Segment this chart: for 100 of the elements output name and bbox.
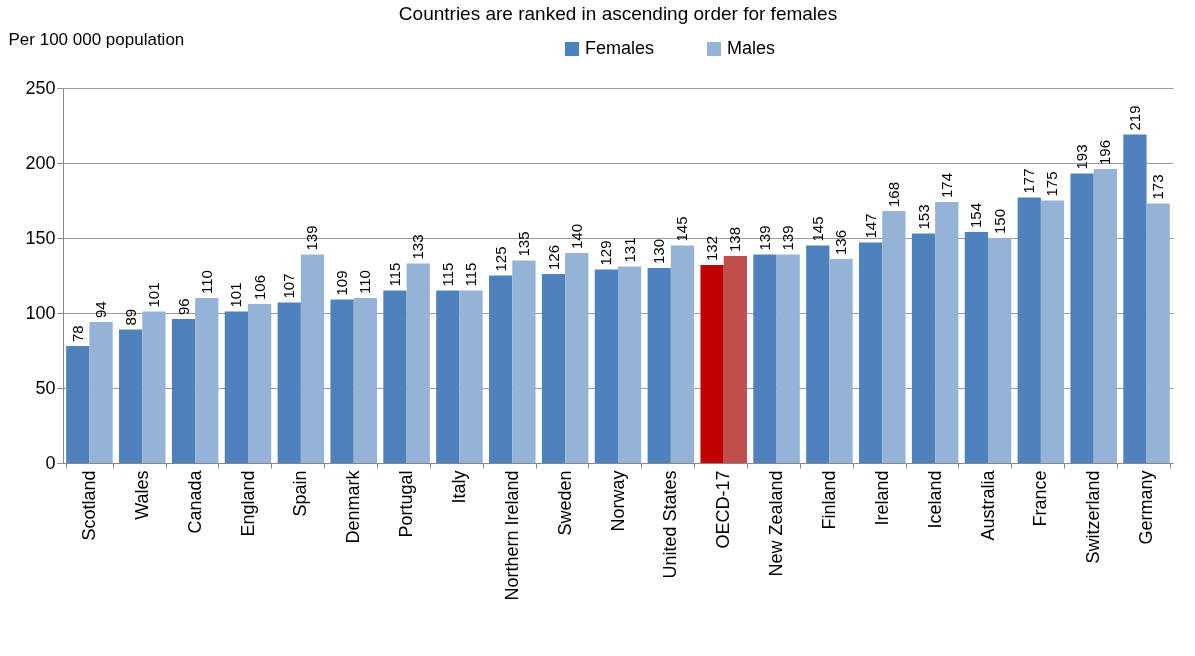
data-label: 135 — [514, 231, 532, 257]
x-tick-label: Spain — [290, 470, 311, 517]
data-label: 136 — [832, 229, 850, 255]
bar — [300, 254, 325, 463]
bar — [859, 242, 883, 463]
x-tick-label: OECD-17 — [713, 470, 734, 549]
y-tick-label: 100 — [25, 302, 56, 323]
bar — [1093, 169, 1117, 463]
y-tick-label: 50 — [35, 377, 56, 398]
x-tick-label: Wales — [131, 470, 152, 520]
data-label: 138 — [726, 226, 744, 252]
x-tick-label: Switzerland — [1083, 470, 1104, 564]
data-label: 139 — [779, 225, 797, 251]
x-tick-label: Finland — [818, 470, 839, 530]
data-label: 94 — [92, 301, 110, 318]
bar — [988, 238, 1012, 463]
bar — [647, 268, 671, 463]
x-tick-label: Northern Ireland — [501, 470, 522, 601]
bar — [436, 290, 460, 463]
bar — [1146, 203, 1170, 463]
data-label: 89 — [121, 308, 139, 326]
bar — [171, 319, 196, 463]
data-label: 196 — [1096, 139, 1114, 165]
data-label: 126 — [544, 244, 562, 270]
bar — [277, 302, 301, 463]
legend-label: Males — [727, 38, 776, 58]
legend-label: Females — [585, 38, 655, 58]
x-tick-label: Sweden — [554, 470, 575, 536]
x-tick-label: Norway — [607, 470, 628, 532]
data-label: 96 — [174, 298, 192, 315]
bar — [594, 269, 618, 463]
bar — [66, 346, 90, 463]
x-tick-label: Canada — [184, 469, 205, 534]
data-label: 130 — [650, 238, 668, 264]
data-label: 131 — [620, 237, 638, 263]
data-label: 110 — [197, 270, 215, 294]
x-tick-label: Australia — [977, 469, 998, 541]
x-tick-label: Iceland — [924, 470, 945, 529]
bar — [776, 254, 800, 463]
bar — [670, 245, 695, 463]
x-tick-label: Ireland — [871, 470, 892, 526]
bar — [723, 256, 747, 463]
data-label: 115 — [385, 262, 403, 287]
bar — [882, 211, 906, 463]
bar — [1070, 173, 1094, 463]
x-tick-label: Italy — [448, 470, 469, 504]
bar — [829, 259, 853, 463]
chart-title: Countries are ranked in ascending order for females — [398, 3, 838, 24]
bar — [911, 233, 936, 463]
data-label: 168 — [884, 181, 902, 207]
x-tick-label: England — [237, 470, 258, 537]
data-label: 154 — [967, 202, 985, 228]
data-label: 78 — [68, 325, 86, 342]
y-axis-title: Per 100 000 population — [8, 29, 185, 49]
data-label: 132 — [703, 235, 721, 261]
bar — [565, 253, 589, 463]
bar — [935, 202, 959, 463]
bar — [512, 260, 536, 463]
bar — [1123, 134, 1147, 463]
data-label: 140 — [567, 223, 585, 249]
data-label: 145 — [808, 216, 826, 242]
data-label: 129 — [597, 240, 615, 266]
bar — [353, 298, 377, 463]
data-label: 145 — [673, 216, 691, 242]
data-label: 110 — [356, 270, 374, 294]
y-tick-label: 250 — [25, 77, 56, 98]
data-label: 139 — [755, 225, 773, 251]
bar — [330, 299, 354, 463]
data-label: 109 — [333, 270, 351, 296]
y-tick-label: 200 — [25, 152, 56, 173]
bar — [224, 311, 248, 463]
data-label: 174 — [937, 172, 955, 198]
x-tick-label: France — [1030, 470, 1051, 527]
data-label: 139 — [303, 225, 321, 251]
x-tick-label: Scotland — [78, 470, 99, 541]
x-tick-label: United States — [660, 470, 681, 579]
data-label: 175 — [1043, 171, 1061, 197]
bar — [142, 311, 166, 463]
data-label: 193 — [1073, 144, 1091, 170]
data-label: 150 — [990, 208, 1008, 234]
bar — [406, 263, 430, 463]
bar — [1040, 200, 1065, 463]
data-label: 107 — [280, 273, 298, 299]
data-label: 153 — [914, 204, 932, 230]
x-tick-label: Germany — [1136, 470, 1157, 545]
bar — [753, 254, 777, 463]
bar — [459, 290, 483, 463]
bar — [700, 265, 724, 463]
bar — [248, 304, 272, 463]
bar — [119, 329, 143, 463]
y-tick-label: 0 — [45, 452, 56, 473]
x-tick-label: Portugal — [396, 470, 417, 538]
data-label: 115 — [438, 262, 456, 287]
data-label: 115 — [462, 262, 480, 287]
x-tick-label: Denmark — [343, 469, 364, 544]
data-label: 133 — [409, 234, 427, 260]
data-label: 106 — [250, 274, 268, 300]
bar — [806, 245, 830, 463]
bar — [964, 232, 988, 463]
y-tick-label: 150 — [25, 227, 56, 248]
